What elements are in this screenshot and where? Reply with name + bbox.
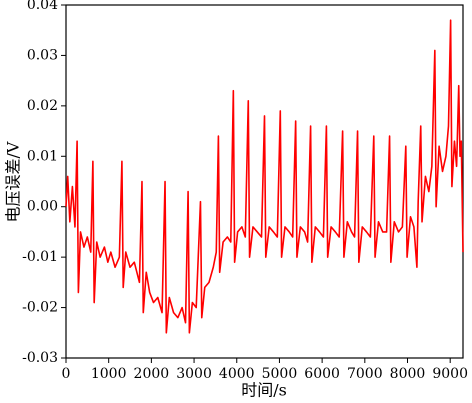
y-tick-label: -0.01 bbox=[22, 249, 58, 265]
x-tick-label: 1000 bbox=[91, 366, 127, 382]
x-tick-label: 8000 bbox=[390, 366, 426, 382]
y-tick-label: 0.02 bbox=[27, 98, 58, 114]
y-tick-label: 0.01 bbox=[27, 148, 58, 164]
data-line bbox=[65, 19, 464, 334]
x-tick-label: 5000 bbox=[262, 366, 298, 382]
y-tick-label: 0.00 bbox=[27, 199, 58, 215]
x-tick-label: 4000 bbox=[219, 366, 255, 382]
x-tick-label: 6000 bbox=[304, 366, 340, 382]
x-tick-label: 0 bbox=[62, 366, 71, 382]
x-tick-label: 7000 bbox=[347, 366, 383, 382]
x-tick-label: 9000 bbox=[432, 366, 468, 382]
x-tick-label: 2000 bbox=[134, 366, 170, 382]
x-axis-title: 时间/s bbox=[241, 381, 287, 400]
y-axis-title: 电压误差/V bbox=[4, 141, 23, 222]
y-tick-label: 0.04 bbox=[27, 0, 58, 13]
y-tick-label: 0.03 bbox=[27, 47, 58, 63]
y-tick-label: -0.03 bbox=[22, 350, 58, 366]
y-tick-label: -0.02 bbox=[22, 300, 58, 316]
plot-frame bbox=[65, 4, 464, 359]
x-tick-label: 3000 bbox=[176, 366, 212, 382]
